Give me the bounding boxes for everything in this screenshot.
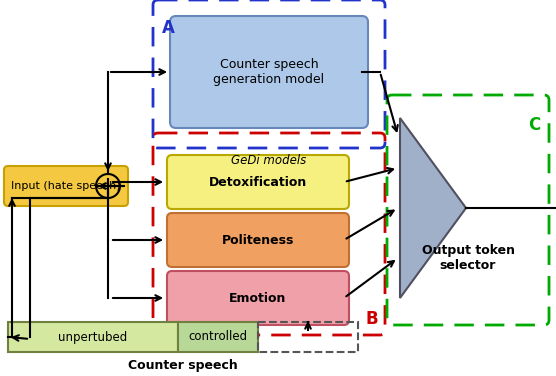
Bar	[178, 322, 258, 352]
Text: Counter speech: Counter speech	[128, 359, 238, 373]
Text: Emotion: Emotion	[229, 291, 287, 305]
Text: Output token
selector: Output token selector	[421, 244, 514, 272]
Text: Politeness: Politeness	[222, 233, 294, 247]
Text: Detoxification: Detoxification	[209, 176, 307, 188]
Text: B: B	[365, 310, 378, 328]
Polygon shape	[400, 118, 466, 298]
Text: C: C	[528, 116, 540, 134]
FancyBboxPatch shape	[167, 271, 349, 325]
Bar	[258, 322, 358, 352]
FancyBboxPatch shape	[167, 155, 349, 209]
FancyBboxPatch shape	[167, 213, 349, 267]
FancyBboxPatch shape	[4, 166, 128, 206]
Text: Counter speech
generation model: Counter speech generation model	[214, 58, 325, 86]
Text: unpertubed: unpertubed	[58, 331, 128, 344]
Bar	[8, 322, 178, 352]
Text: GeDi models: GeDi models	[231, 154, 306, 167]
Text: controlled: controlled	[188, 331, 247, 344]
Text: Input (hate speech): Input (hate speech)	[11, 181, 121, 191]
Text: A: A	[162, 19, 175, 37]
FancyBboxPatch shape	[170, 16, 368, 128]
